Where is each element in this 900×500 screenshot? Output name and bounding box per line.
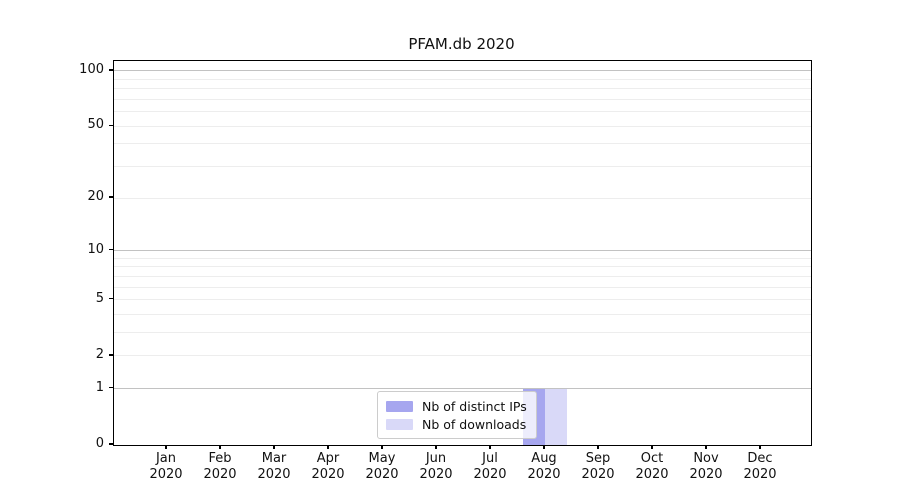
- legend-item-label: Nb of distinct IPs: [422, 398, 527, 414]
- legend-item-label: Nb of downloads: [422, 416, 527, 432]
- x-tick-label: Feb 2020: [203, 451, 237, 482]
- x-tick-label: May 2020: [365, 451, 399, 482]
- y-tick-mark: [109, 69, 113, 71]
- distinct-ips-swatch: [386, 400, 413, 412]
- minor-gridline: [114, 78, 811, 80]
- y-tick-label: 100: [79, 61, 104, 77]
- x-tick-mark: [543, 445, 545, 450]
- minor-gridline: [114, 314, 811, 315]
- minor-gridline: [114, 166, 811, 168]
- x-tick-label: Apr 2020: [311, 451, 345, 482]
- x-tick-mark: [705, 445, 707, 450]
- minor-gridline: [114, 197, 811, 199]
- y-tick-mark: [109, 443, 113, 445]
- minor-gridline: [114, 286, 811, 288]
- minor-gridline: [114, 266, 811, 268]
- minor-gridline: [114, 332, 811, 334]
- x-tick-label: Mar 2020: [257, 451, 291, 482]
- x-tick-mark: [597, 445, 599, 450]
- y-tick-mark: [109, 248, 113, 251]
- x-tick-label: Jan 2020: [149, 451, 183, 482]
- x-tick-mark: [435, 445, 437, 450]
- minor-gridline: [114, 111, 811, 113]
- x-tick-mark: [381, 445, 383, 450]
- x-tick-label: Sep 2020: [581, 451, 615, 482]
- minor-gridline: [114, 143, 811, 145]
- y-tick-mark: [109, 196, 113, 198]
- y-tick-mark: [109, 298, 113, 300]
- x-tick-mark: [165, 445, 167, 450]
- x-tick-mark: [219, 445, 221, 450]
- y-tick-label: 20: [87, 189, 104, 205]
- x-tick-mark: [273, 445, 275, 450]
- y-tick-label: 0: [95, 436, 104, 451]
- y-tick-label: 5: [95, 290, 104, 306]
- minor-gridline: [114, 88, 811, 90]
- minor-gridline: [114, 98, 811, 100]
- x-tick-label: Aug 2020: [527, 451, 561, 482]
- x-tick-label: Nov 2020: [689, 451, 723, 482]
- x-tick-mark: [489, 445, 491, 450]
- chart-title: PFAM.db 2020: [408, 35, 515, 53]
- downloads-swatch: [386, 418, 413, 430]
- y-tick-label: 50: [87, 117, 104, 133]
- y-tick-mark: [109, 387, 113, 389]
- y-tick-mark: [109, 124, 113, 126]
- x-tick-label: Oct 2020: [635, 451, 669, 482]
- x-tick-label: Jun 2020: [419, 451, 453, 482]
- x-tick-label: Dec 2020: [743, 451, 777, 482]
- y-tick-label: 1: [95, 379, 104, 395]
- plot-area: [113, 60, 812, 446]
- y-tick-label: 2: [95, 346, 104, 362]
- major-gridline: [114, 388, 811, 390]
- minor-gridline: [114, 275, 811, 277]
- x-tick-mark: [759, 445, 761, 450]
- x-tick-mark: [651, 445, 653, 450]
- legend-item: Nb of downloads: [386, 415, 527, 433]
- minor-gridline: [114, 125, 811, 127]
- major-gridline: [114, 250, 811, 252]
- bar-downloads: [545, 388, 567, 445]
- legend: Nb of distinct IPs Nb of downloads: [377, 391, 537, 439]
- x-tick-mark: [327, 445, 329, 450]
- y-tick-mark: [109, 354, 113, 356]
- minor-gridline: [114, 257, 811, 259]
- y-tick-label: 10: [87, 241, 104, 257]
- x-tick-label: Jul 2020: [473, 451, 507, 482]
- minor-gridline: [114, 299, 811, 301]
- minor-gridline: [114, 355, 811, 357]
- legend-item: Nb of distinct IPs: [386, 397, 527, 415]
- major-gridline: [114, 70, 811, 72]
